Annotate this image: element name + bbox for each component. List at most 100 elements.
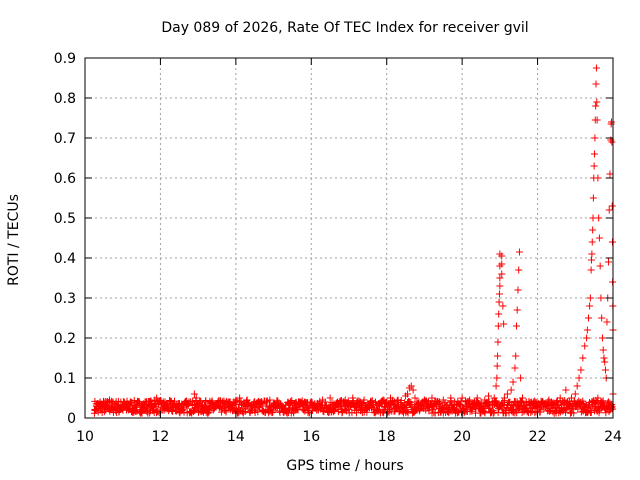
data-point xyxy=(127,398,135,406)
x-tick-label: 10 xyxy=(76,429,94,445)
data-point xyxy=(222,408,230,416)
x-tick-label: 18 xyxy=(378,429,396,445)
data-point xyxy=(403,408,411,416)
data-point xyxy=(411,394,419,402)
data-point xyxy=(513,306,521,314)
plot-area-frame xyxy=(84,57,614,419)
data-point xyxy=(546,407,554,415)
data-point xyxy=(514,286,522,294)
data-point xyxy=(190,390,198,398)
data-point xyxy=(428,405,436,413)
x-tick-label: 12 xyxy=(152,429,170,445)
data-point xyxy=(409,386,417,394)
data-point xyxy=(571,390,579,398)
data-point xyxy=(503,390,511,398)
y-tick-label: 0.3 xyxy=(54,291,76,307)
data-point xyxy=(589,194,597,202)
data-point xyxy=(600,354,608,362)
y-tick-label: 0.1 xyxy=(54,371,76,387)
data-point xyxy=(515,248,523,256)
y-tick-label: 0 xyxy=(67,411,76,427)
data-point xyxy=(596,262,604,270)
data-point xyxy=(605,206,613,214)
data-point xyxy=(291,400,299,408)
data-point xyxy=(485,398,493,406)
data-point xyxy=(496,282,504,290)
x-tick-label: 22 xyxy=(529,429,547,445)
data-point xyxy=(583,334,591,342)
data-point xyxy=(573,382,581,390)
data-point xyxy=(263,397,271,405)
data-point xyxy=(608,202,616,210)
data-point xyxy=(407,382,415,390)
data-point xyxy=(495,310,503,318)
data-point xyxy=(130,396,138,404)
data-point xyxy=(498,260,506,268)
data-point xyxy=(595,214,603,222)
data-point xyxy=(598,314,606,322)
data-point xyxy=(360,398,368,406)
y-tick-label: 0.5 xyxy=(54,211,76,227)
data-point xyxy=(595,234,603,242)
data-point xyxy=(586,302,594,310)
y-tick-label: 0.6 xyxy=(54,171,76,187)
data-point xyxy=(597,294,605,302)
data-point xyxy=(608,238,616,246)
data-point xyxy=(592,64,600,72)
data-point xyxy=(593,98,601,106)
data-point xyxy=(512,322,520,330)
data-point xyxy=(259,400,267,408)
chart-title: Day 089 of 2026, Rate Of TEC Index for r… xyxy=(161,20,528,36)
data-point xyxy=(123,397,131,405)
y-tick-label: 0.9 xyxy=(54,51,76,67)
data-point xyxy=(239,409,247,417)
data-point xyxy=(495,290,503,298)
data-point xyxy=(254,408,262,416)
data-point xyxy=(512,352,520,360)
data-point xyxy=(592,102,600,110)
data-point xyxy=(583,326,591,334)
y-tick-label: 0.7 xyxy=(54,131,76,147)
data-point xyxy=(494,338,502,346)
data-point xyxy=(588,250,596,258)
data-point xyxy=(153,394,161,402)
data-point xyxy=(196,397,204,405)
data-point xyxy=(431,409,439,417)
data-point xyxy=(591,150,599,158)
data-point xyxy=(511,364,519,372)
x-tick-label: 14 xyxy=(227,429,245,445)
data-point xyxy=(608,138,616,146)
x-tick-label: 16 xyxy=(302,429,320,445)
data-point xyxy=(492,382,500,390)
data-point xyxy=(494,352,502,360)
data-point xyxy=(604,258,612,266)
x-tick-label: 20 xyxy=(453,429,471,445)
data-point xyxy=(202,396,210,404)
data-points xyxy=(90,64,617,417)
x-axis-label: GPS time / hours xyxy=(286,458,403,474)
data-point xyxy=(606,170,614,178)
data-point xyxy=(495,298,503,306)
data-point xyxy=(352,409,360,417)
data-point xyxy=(498,252,506,260)
data-point xyxy=(517,374,525,382)
data-point xyxy=(587,266,595,274)
data-point xyxy=(603,318,611,326)
data-point xyxy=(498,270,506,278)
data-point xyxy=(592,80,600,88)
data-point xyxy=(601,366,609,374)
data-point xyxy=(189,397,197,405)
data-point xyxy=(607,118,615,126)
data-point xyxy=(598,334,606,342)
data-point xyxy=(509,378,517,386)
data-point xyxy=(599,346,607,354)
data-point xyxy=(185,398,193,406)
data-point xyxy=(586,294,594,302)
data-point xyxy=(171,397,179,405)
data-point xyxy=(590,162,598,170)
data-point xyxy=(584,314,592,322)
data-point xyxy=(591,134,599,142)
data-point xyxy=(420,405,428,413)
data-point xyxy=(507,386,515,394)
